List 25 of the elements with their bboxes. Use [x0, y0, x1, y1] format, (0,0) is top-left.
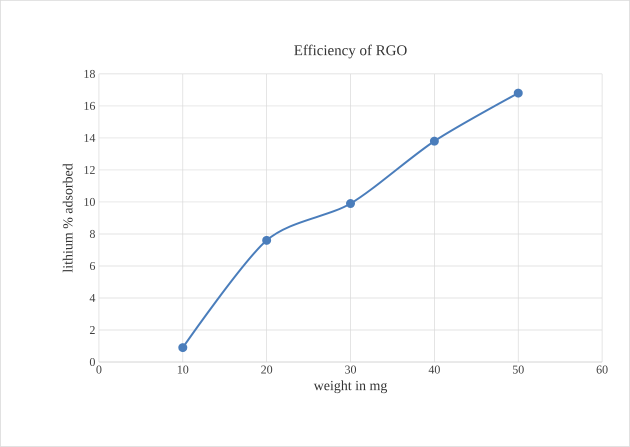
y-tick-label: 10	[84, 198, 95, 206]
y-tick-label: 6	[90, 262, 96, 270]
x-tick-label: 10	[178, 366, 188, 374]
point	[178, 343, 188, 352]
x-tick-label: 20	[261, 366, 272, 374]
y-tick-label: 18	[84, 70, 95, 78]
y-tick-label: 0	[90, 358, 95, 366]
point	[346, 199, 356, 208]
x-tick-label: 50	[512, 366, 524, 374]
point	[514, 88, 523, 98]
y-tick-label: 8	[90, 230, 95, 238]
y-tick-label: 4	[90, 294, 96, 302]
chart-title: Efficiency of RGO	[294, 44, 407, 58]
x-tick-label: 40	[428, 366, 440, 374]
y-axis-title: lithium % adsorbed	[62, 164, 73, 272]
y-tick-label: 14	[84, 134, 96, 142]
x-tick-label: 30	[345, 366, 356, 374]
point	[262, 236, 272, 245]
y-tick-label: 12	[84, 166, 95, 174]
x-tick-label: 60	[596, 366, 608, 374]
y-tick-label: 16	[84, 102, 96, 110]
point	[430, 136, 439, 146]
y-tick-label: 2	[90, 326, 95, 334]
x-tick-label: 0	[96, 366, 102, 374]
x-axis-title: weight in mg	[314, 380, 388, 394]
